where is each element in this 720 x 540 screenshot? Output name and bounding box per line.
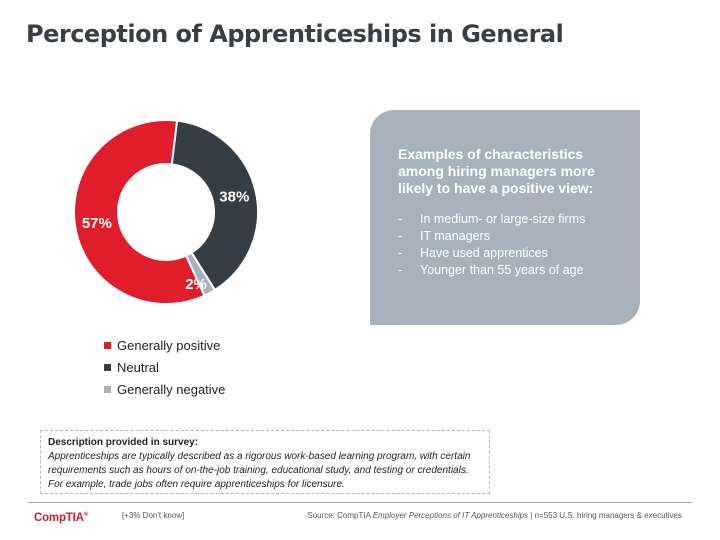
callout-bullet: - bbox=[398, 212, 403, 226]
donut-chart: 57% 38% 2% bbox=[73, 119, 259, 305]
source-title: Employer Perceptions of IT Apprenticeshi… bbox=[372, 511, 529, 520]
characteristics-callout: Examples of characteristics among hiring… bbox=[370, 110, 640, 325]
legend-label-negative: Generally negative bbox=[117, 381, 226, 397]
legend-swatch-positive bbox=[104, 341, 111, 349]
callout-item-text: Have used apprentices bbox=[420, 246, 548, 260]
callout-item-text: Younger than 55 years of age bbox=[420, 263, 584, 277]
source-prefix: Source: CompTIA bbox=[307, 511, 373, 520]
donut-slice-positive bbox=[73, 119, 206, 305]
source-suffix: | n=553 U.S. hiring managers & executive… bbox=[528, 511, 682, 520]
callout-item: - IT managers bbox=[398, 228, 620, 245]
legend-swatch-negative bbox=[104, 385, 111, 393]
callout-heading: Examples of characteristics among hiring… bbox=[398, 146, 595, 196]
legend-label-neutral: Neutral bbox=[117, 359, 159, 375]
page-title: Perception of Apprenticeships in General bbox=[26, 20, 564, 48]
survey-description-box: Description provided in survey: Apprenti… bbox=[40, 430, 490, 494]
callout-bullet: - bbox=[398, 229, 403, 243]
callout-item: - Have used apprentices bbox=[398, 245, 620, 262]
chart-legend: Generally positive Neutral Generally neg… bbox=[104, 334, 225, 400]
survey-text: Apprenticeships are typically described … bbox=[48, 451, 471, 490]
callout-item-text: IT managers bbox=[420, 229, 490, 243]
callout-item: - In medium- or large-size firms bbox=[398, 211, 620, 228]
legend-item-negative: Generally negative bbox=[104, 378, 225, 400]
survey-label: Description provided in survey: bbox=[48, 437, 199, 448]
legend-label-positive: Generally positive bbox=[117, 337, 221, 353]
comptia-logo: CompTIA® bbox=[34, 512, 88, 524]
callout-bullet: - bbox=[398, 263, 403, 277]
callout-item-text: In medium- or large-size firms bbox=[420, 212, 586, 226]
dont-know-note: [+3% Don't know] bbox=[122, 511, 185, 520]
source-citation: Source: CompTIA Employer Perceptions of … bbox=[307, 511, 682, 520]
logo-text: CompTIA bbox=[34, 512, 84, 524]
donut-label-negative: 2% bbox=[185, 276, 207, 293]
logo-registered-mark: ® bbox=[83, 512, 88, 519]
donut-label-positive: 57% bbox=[82, 215, 112, 232]
donut-slice-neutral bbox=[170, 119, 259, 292]
legend-item-neutral: Neutral bbox=[104, 356, 225, 378]
legend-swatch-neutral bbox=[104, 363, 111, 371]
callout-list: - In medium- or large-size firms - IT mana… bbox=[398, 211, 620, 279]
donut-label-neutral: 38% bbox=[219, 189, 249, 206]
legend-item-positive: Generally positive bbox=[104, 334, 225, 356]
footer-divider bbox=[28, 502, 692, 503]
callout-bullet: - bbox=[398, 246, 403, 260]
callout-item: - Younger than 55 years of age bbox=[398, 262, 620, 279]
